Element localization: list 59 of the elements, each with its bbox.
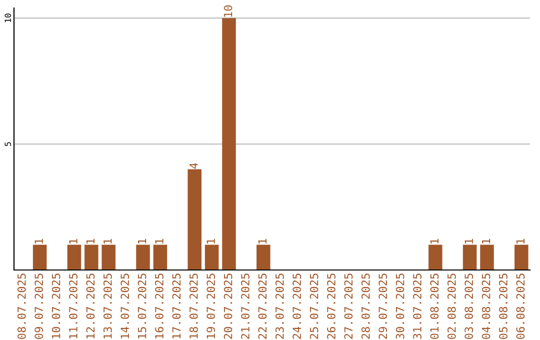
x-tick-label: 24.07.2025: [292, 274, 302, 339]
x-tick-label: 05.08.2025: [499, 274, 508, 339]
x-tick-label: 08.07.2025: [17, 274, 26, 339]
x-tick-label: 12.07.2025: [86, 274, 95, 338]
x-tick-label: 26.07.2025: [327, 274, 336, 339]
data-label: 10: [224, 5, 232, 17]
data-label: 1: [206, 238, 215, 244]
data-label: 1: [430, 238, 438, 244]
data-label: 1: [482, 238, 490, 244]
data-label: 4: [190, 163, 198, 169]
bar: [222, 18, 236, 270]
y-tick-label: 5: [4, 142, 11, 146]
bar: [514, 244, 528, 270]
x-tick-label: 04.08.2025: [482, 274, 490, 339]
x-tick-label: 27.07.2025: [344, 274, 353, 339]
x-tick-label: 06.08.2025: [516, 274, 525, 339]
data-label: 1: [464, 238, 473, 244]
data-label: 1: [138, 238, 146, 244]
x-tick-label: 22.07.2025: [258, 274, 267, 339]
x-tick-label: 28.07.2025: [361, 274, 370, 339]
x-tick-label: 25.07.2025: [310, 274, 318, 339]
bar: [480, 244, 494, 270]
x-tick-label: 09.07.2025: [34, 274, 44, 339]
x-tick-label: 11.07.2025: [69, 274, 78, 338]
x-tick-label: 16.07.2025: [155, 274, 164, 338]
bar: [102, 244, 116, 270]
bar: [153, 244, 168, 270]
x-tick-label: 14.07.2025: [120, 274, 130, 338]
bar: [84, 244, 98, 270]
x-tick-label: 21.07.2025: [241, 274, 250, 339]
x-tick-label: 17.07.2025: [172, 274, 181, 338]
bar: [428, 244, 442, 270]
data-label: 1: [34, 238, 43, 244]
x-tick-label: 30.07.2025: [396, 274, 404, 339]
bar: [67, 244, 82, 270]
x-tick-label: 02.08.2025: [447, 274, 456, 339]
bar: [188, 169, 202, 270]
bar: [462, 244, 477, 270]
x-tick-label: 20.07.2025: [224, 274, 232, 339]
bar: [256, 244, 270, 270]
data-label: 1: [258, 238, 266, 244]
x-tick-label: 03.08.2025: [464, 274, 474, 339]
data-label: 1: [155, 238, 164, 244]
x-tick-label: 19.07.2025: [206, 274, 216, 338]
x-tick-label: 13.07.2025: [103, 274, 112, 338]
x-tick-label: 23.07.2025: [275, 274, 284, 339]
x-tick-label: 31.07.2025: [413, 274, 422, 339]
bar: [32, 244, 47, 270]
x-tick-label: 18.07.2025: [189, 274, 198, 338]
data-label: 1: [516, 238, 524, 244]
data-label: 1: [86, 238, 94, 244]
bar: [136, 244, 150, 270]
bar: [204, 244, 219, 270]
data-label: 1: [104, 238, 112, 244]
x-tick-label: 15.07.2025: [138, 274, 146, 338]
x-tick-label: 01.08.2025: [430, 274, 439, 339]
data-label: 1: [69, 238, 78, 244]
x-tick-label: 10.07.2025: [52, 274, 60, 338]
x-tick-label: 29.07.2025: [378, 274, 388, 339]
